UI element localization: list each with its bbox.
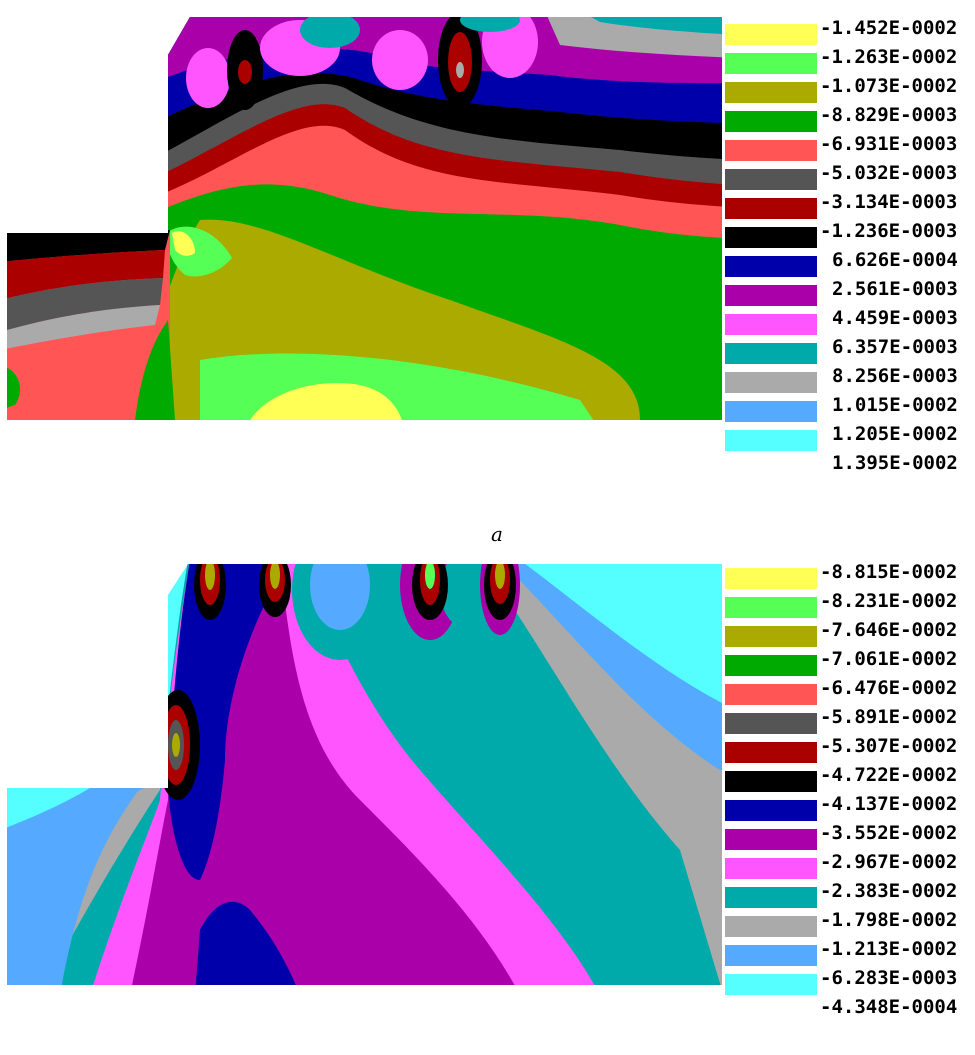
legend-swatch bbox=[725, 771, 817, 792]
legend-b-tick: -4.722E-0002 bbox=[820, 764, 957, 786]
legend-swatch bbox=[725, 169, 817, 190]
legend-b-tick: -7.646E-0002 bbox=[820, 619, 957, 641]
legend-swatch bbox=[725, 742, 817, 763]
legend-swatch bbox=[725, 111, 817, 132]
legend-a-tick: 2.561E-0003 bbox=[832, 278, 958, 300]
legend-b-tick: -3.552E-0002 bbox=[820, 822, 957, 844]
legend-swatch bbox=[725, 256, 817, 277]
legend-a-swatches bbox=[725, 24, 817, 451]
legend-swatch bbox=[725, 140, 817, 161]
panel-label-a: a bbox=[491, 522, 503, 546]
legend-swatch bbox=[725, 430, 817, 451]
legend-swatch bbox=[725, 314, 817, 335]
legend-swatch bbox=[725, 372, 817, 393]
legend-a-tick: -1.263E-0002 bbox=[820, 46, 957, 68]
legend-a-tick: -6.931E-0003 bbox=[820, 133, 957, 155]
legend-swatch bbox=[725, 800, 817, 821]
legend-b-tick: -1.798E-0002 bbox=[820, 909, 957, 931]
legend-swatch bbox=[725, 887, 817, 908]
legend-swatch bbox=[725, 713, 817, 734]
legend-a-tick: 6.357E-0003 bbox=[832, 336, 958, 358]
legend-b-tick: -1.213E-0002 bbox=[820, 938, 957, 960]
legend-b: -8.815E-0002 -8.231E-0002 -7.646E-0002 -… bbox=[725, 561, 957, 1018]
legend-b-tick: -2.383E-0002 bbox=[820, 880, 957, 902]
legend-a-ticks: -1.452E-0002 -1.263E-0002 -1.073E-0002 -… bbox=[820, 17, 958, 474]
legend-a-tick: 8.256E-0003 bbox=[832, 365, 958, 387]
legend-b-tick: -8.815E-0002 bbox=[820, 561, 957, 583]
legend-swatch bbox=[725, 227, 817, 248]
legend-a-tick: -5.032E-0003 bbox=[820, 162, 957, 184]
legend-b-swatches bbox=[725, 568, 817, 995]
legend-swatch bbox=[725, 24, 817, 45]
legend-b-tick: -5.891E-0002 bbox=[820, 706, 957, 728]
legend-b-tick: -4.348E-0004 bbox=[820, 996, 957, 1018]
legend-swatch bbox=[725, 945, 817, 966]
legend-a-tick: 1.205E-0002 bbox=[832, 423, 958, 445]
legend-swatch bbox=[725, 82, 817, 103]
legend-a-tick: 4.459E-0003 bbox=[832, 307, 958, 329]
contour-map-a bbox=[7, 17, 722, 420]
legend-a-tick: -1.452E-0002 bbox=[820, 17, 957, 39]
legend-b-tick: -4.137E-0002 bbox=[820, 793, 957, 815]
legend-swatch bbox=[725, 916, 817, 937]
legend-b-tick: -5.307E-0002 bbox=[820, 735, 957, 757]
legend-b-ticks: -8.815E-0002 -8.231E-0002 -7.646E-0002 -… bbox=[820, 561, 957, 1018]
legend-b-tick: -6.283E-0003 bbox=[820, 967, 957, 989]
legend-swatch bbox=[725, 655, 817, 676]
legend-a-tick: -1.073E-0002 bbox=[820, 75, 957, 97]
legend-swatch bbox=[725, 198, 817, 219]
legend-swatch bbox=[725, 858, 817, 879]
legend-b-tick: -8.231E-0002 bbox=[820, 590, 957, 612]
legend-a-tick: -8.829E-0003 bbox=[820, 104, 957, 126]
legend-swatch bbox=[725, 626, 817, 647]
legend-a-tick: 1.395E-0002 bbox=[832, 452, 958, 474]
legend-b-tick: -7.061E-0002 bbox=[820, 648, 957, 670]
legend-swatch bbox=[725, 974, 817, 995]
legend-b-tick: -6.476E-0002 bbox=[820, 677, 957, 699]
legend-a-tick: -1.236E-0003 bbox=[820, 220, 957, 242]
legend-a-tick: 6.626E-0004 bbox=[832, 249, 958, 271]
legend-a: -1.452E-0002 -1.263E-0002 -1.073E-0002 -… bbox=[725, 17, 958, 474]
legend-swatch bbox=[725, 684, 817, 705]
legend-a-tick: 1.015E-0002 bbox=[832, 394, 958, 416]
legend-a-tick: -3.134E-0003 bbox=[820, 191, 957, 213]
legend-swatch bbox=[725, 285, 817, 306]
legend-swatch bbox=[725, 829, 817, 850]
legend-b-tick: -2.967E-0002 bbox=[820, 851, 957, 873]
legend-swatch bbox=[725, 597, 817, 618]
legend-swatch bbox=[725, 53, 817, 74]
contour-map-b bbox=[7, 564, 722, 985]
legend-swatch bbox=[725, 343, 817, 364]
legend-swatch bbox=[725, 401, 817, 422]
legend-swatch bbox=[725, 568, 817, 589]
